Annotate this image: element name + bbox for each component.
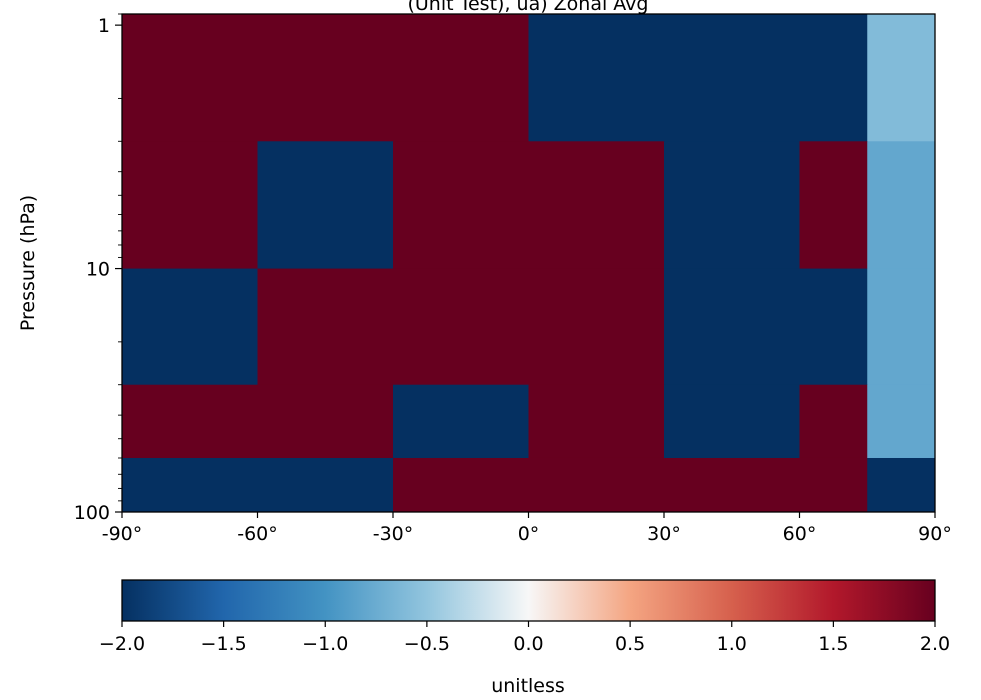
x-tick-label: -30° — [373, 523, 414, 545]
colorbar-tick-label: 0.0 — [513, 633, 543, 655]
heatmap-cell — [122, 457, 258, 513]
chart-title: (Unit Test), ua) Zonal Avg — [407, 0, 648, 15]
heatmap-cell — [664, 141, 800, 270]
heatmap-cell — [528, 268, 665, 386]
colorbar-label: unitless — [491, 675, 565, 697]
y-tick-label: 1 — [98, 15, 110, 37]
heatmap-cell — [393, 141, 529, 270]
colorbar-tick-label: −2.0 — [99, 633, 145, 655]
heatmap-cell — [799, 14, 868, 142]
heatmap-cell — [867, 141, 936, 270]
heatmap-cell — [393, 14, 529, 142]
heatmap-cell — [257, 457, 394, 513]
heatmap-cell — [257, 14, 394, 142]
heatmap-cell — [257, 268, 394, 386]
colorbar-tick-label: 1.5 — [818, 633, 848, 655]
heatmap-cell — [257, 141, 394, 270]
x-tick-label: 0° — [518, 523, 540, 545]
x-tick-label: 90° — [918, 523, 952, 545]
colorbar — [121, 579, 936, 622]
heatmap-cell — [393, 457, 529, 513]
x-tick-label: -90° — [102, 523, 143, 545]
heatmap-cell — [799, 268, 868, 386]
heatmap-cell — [664, 457, 800, 513]
heatmap-cell — [867, 384, 936, 459]
heatmap-cell — [257, 384, 394, 459]
heatmap-cell — [664, 14, 800, 142]
heatmap-cell — [528, 384, 665, 459]
heatmap-cell — [122, 384, 258, 459]
colorbar-tick-label: −0.5 — [404, 633, 450, 655]
y-tick-label: 10 — [86, 259, 110, 281]
heatmap-cell — [867, 268, 936, 386]
x-tick-label: 30° — [647, 523, 681, 545]
heatmap-cell — [393, 384, 529, 459]
heatmap-cell — [799, 457, 868, 513]
heatmap-cell — [122, 268, 258, 386]
colorbar-tick-label: 0.5 — [615, 633, 645, 655]
heatmap-cell — [799, 384, 868, 459]
heatmap-cell — [664, 268, 800, 386]
heatmap-cell — [528, 14, 665, 142]
heatmap-cell — [528, 457, 665, 513]
heatmap-cell — [867, 457, 936, 513]
heatmap-cell — [867, 14, 936, 142]
heatmap-cell — [122, 14, 258, 142]
heatmap-cell — [122, 141, 258, 270]
colorbar-tick-label: −1.5 — [201, 633, 247, 655]
y-axis-label: Pressure (hPa) — [17, 195, 39, 331]
x-tick-label: 60° — [783, 523, 817, 545]
y-tick-label: 100 — [74, 502, 110, 524]
colorbar-tick-label: 1.0 — [717, 633, 747, 655]
heatmap-cell — [528, 141, 665, 270]
heatmap-cell — [799, 141, 868, 270]
x-tick-label: -60° — [237, 523, 278, 545]
heatmap-cells — [122, 14, 936, 513]
x-axis: -90° -60° -30° 0° 30° 60° 90° — [102, 512, 952, 545]
heatmap-cell — [393, 268, 529, 386]
heatmap-cell — [664, 384, 800, 459]
colorbar-tick-label: 2.0 — [920, 633, 950, 655]
colorbar-tick-label: −1.0 — [302, 633, 348, 655]
colorbar-axis: −2.0 −1.5 −1.0 −0.5 0.0 0.5 1.0 1.5 2.0 — [99, 621, 950, 655]
y-axis: 1 10 100 — [74, 13, 122, 524]
